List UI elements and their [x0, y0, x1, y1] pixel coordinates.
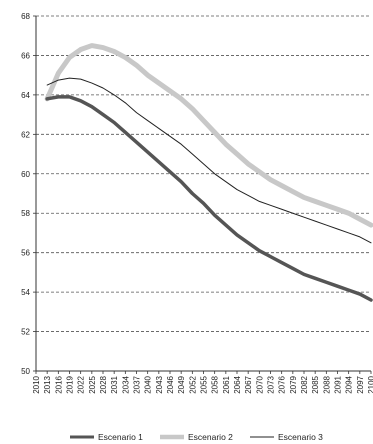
axes [33, 15, 372, 374]
x-tick-label: 2040 [144, 375, 153, 393]
legend-label-escenario-3: Escenario 3 [278, 432, 323, 442]
y-tick-label: 60 [21, 170, 30, 179]
x-tick-label: 2094 [345, 375, 354, 393]
x-tick-label: 2022 [77, 375, 86, 393]
x-tick-label: 2097 [356, 375, 365, 393]
legend-label-escenario-2: Escenario 2 [188, 432, 233, 442]
x-tick-label: 2073 [267, 375, 276, 393]
x-tick-label: 2055 [200, 375, 209, 393]
x-tick-label: 2037 [133, 375, 142, 393]
y-tick-label: 62 [21, 130, 30, 139]
x-tick-label: 2085 [311, 375, 320, 393]
x-tick-label: 2079 [289, 375, 298, 393]
x-tick-label: 2016 [54, 375, 63, 393]
series-lines [44, 43, 373, 302]
x-tick-label: 2088 [322, 375, 331, 393]
x-tick-label: 2034 [121, 375, 130, 393]
y-tick-label: 58 [21, 209, 30, 218]
y-tick-label: 66 [21, 51, 30, 60]
y-tick-label: 50 [21, 367, 30, 376]
x-tick-label: 2043 [155, 375, 164, 393]
y-tick-label: 64 [21, 91, 30, 100]
x-tick-label: 2064 [233, 375, 242, 393]
series-line-escenario-1 [45, 95, 373, 302]
x-tick-label: 2076 [278, 375, 287, 393]
y-tick-label: 54 [21, 288, 30, 297]
x-tick-label: 2082 [300, 375, 309, 393]
x-tick-label: 2010 [32, 375, 41, 393]
x-tick-label: 2019 [66, 375, 75, 393]
legend: Escenario 1 Escenario 2 Escenario 3 [70, 432, 323, 442]
x-tick-label: 2028 [99, 375, 108, 393]
series-line-escenario-3 [46, 77, 372, 244]
y-tick-label: 68 [21, 12, 30, 21]
x-tick-label: 2091 [334, 375, 343, 393]
x-tick-label: 2052 [188, 375, 197, 393]
series-line-escenario-2 [44, 43, 373, 228]
x-tick-label: 2061 [222, 375, 231, 393]
x-tick-label: 2100 [367, 375, 373, 393]
x-tick-label: 2046 [166, 375, 175, 393]
x-tick-label: 2013 [43, 375, 52, 393]
x-tick-label: 2049 [177, 375, 186, 393]
x-tick-label: 2031 [110, 375, 119, 393]
y-tick-label: 56 [21, 249, 30, 258]
x-tick-label: 2070 [255, 375, 264, 393]
x-tick-label: 2058 [211, 375, 220, 393]
grid-lines [36, 15, 371, 332]
y-tick-label: 52 [21, 328, 30, 337]
tick-labels: 50 52 54 56 58 60 62 64 66 68 2010 2013 2016 2019 2022… [21, 12, 373, 394]
legend-label-escenario-1: Escenario 1 [98, 432, 143, 442]
x-tick-label: 2025 [88, 375, 97, 393]
x-tick-label: 2067 [244, 375, 253, 393]
